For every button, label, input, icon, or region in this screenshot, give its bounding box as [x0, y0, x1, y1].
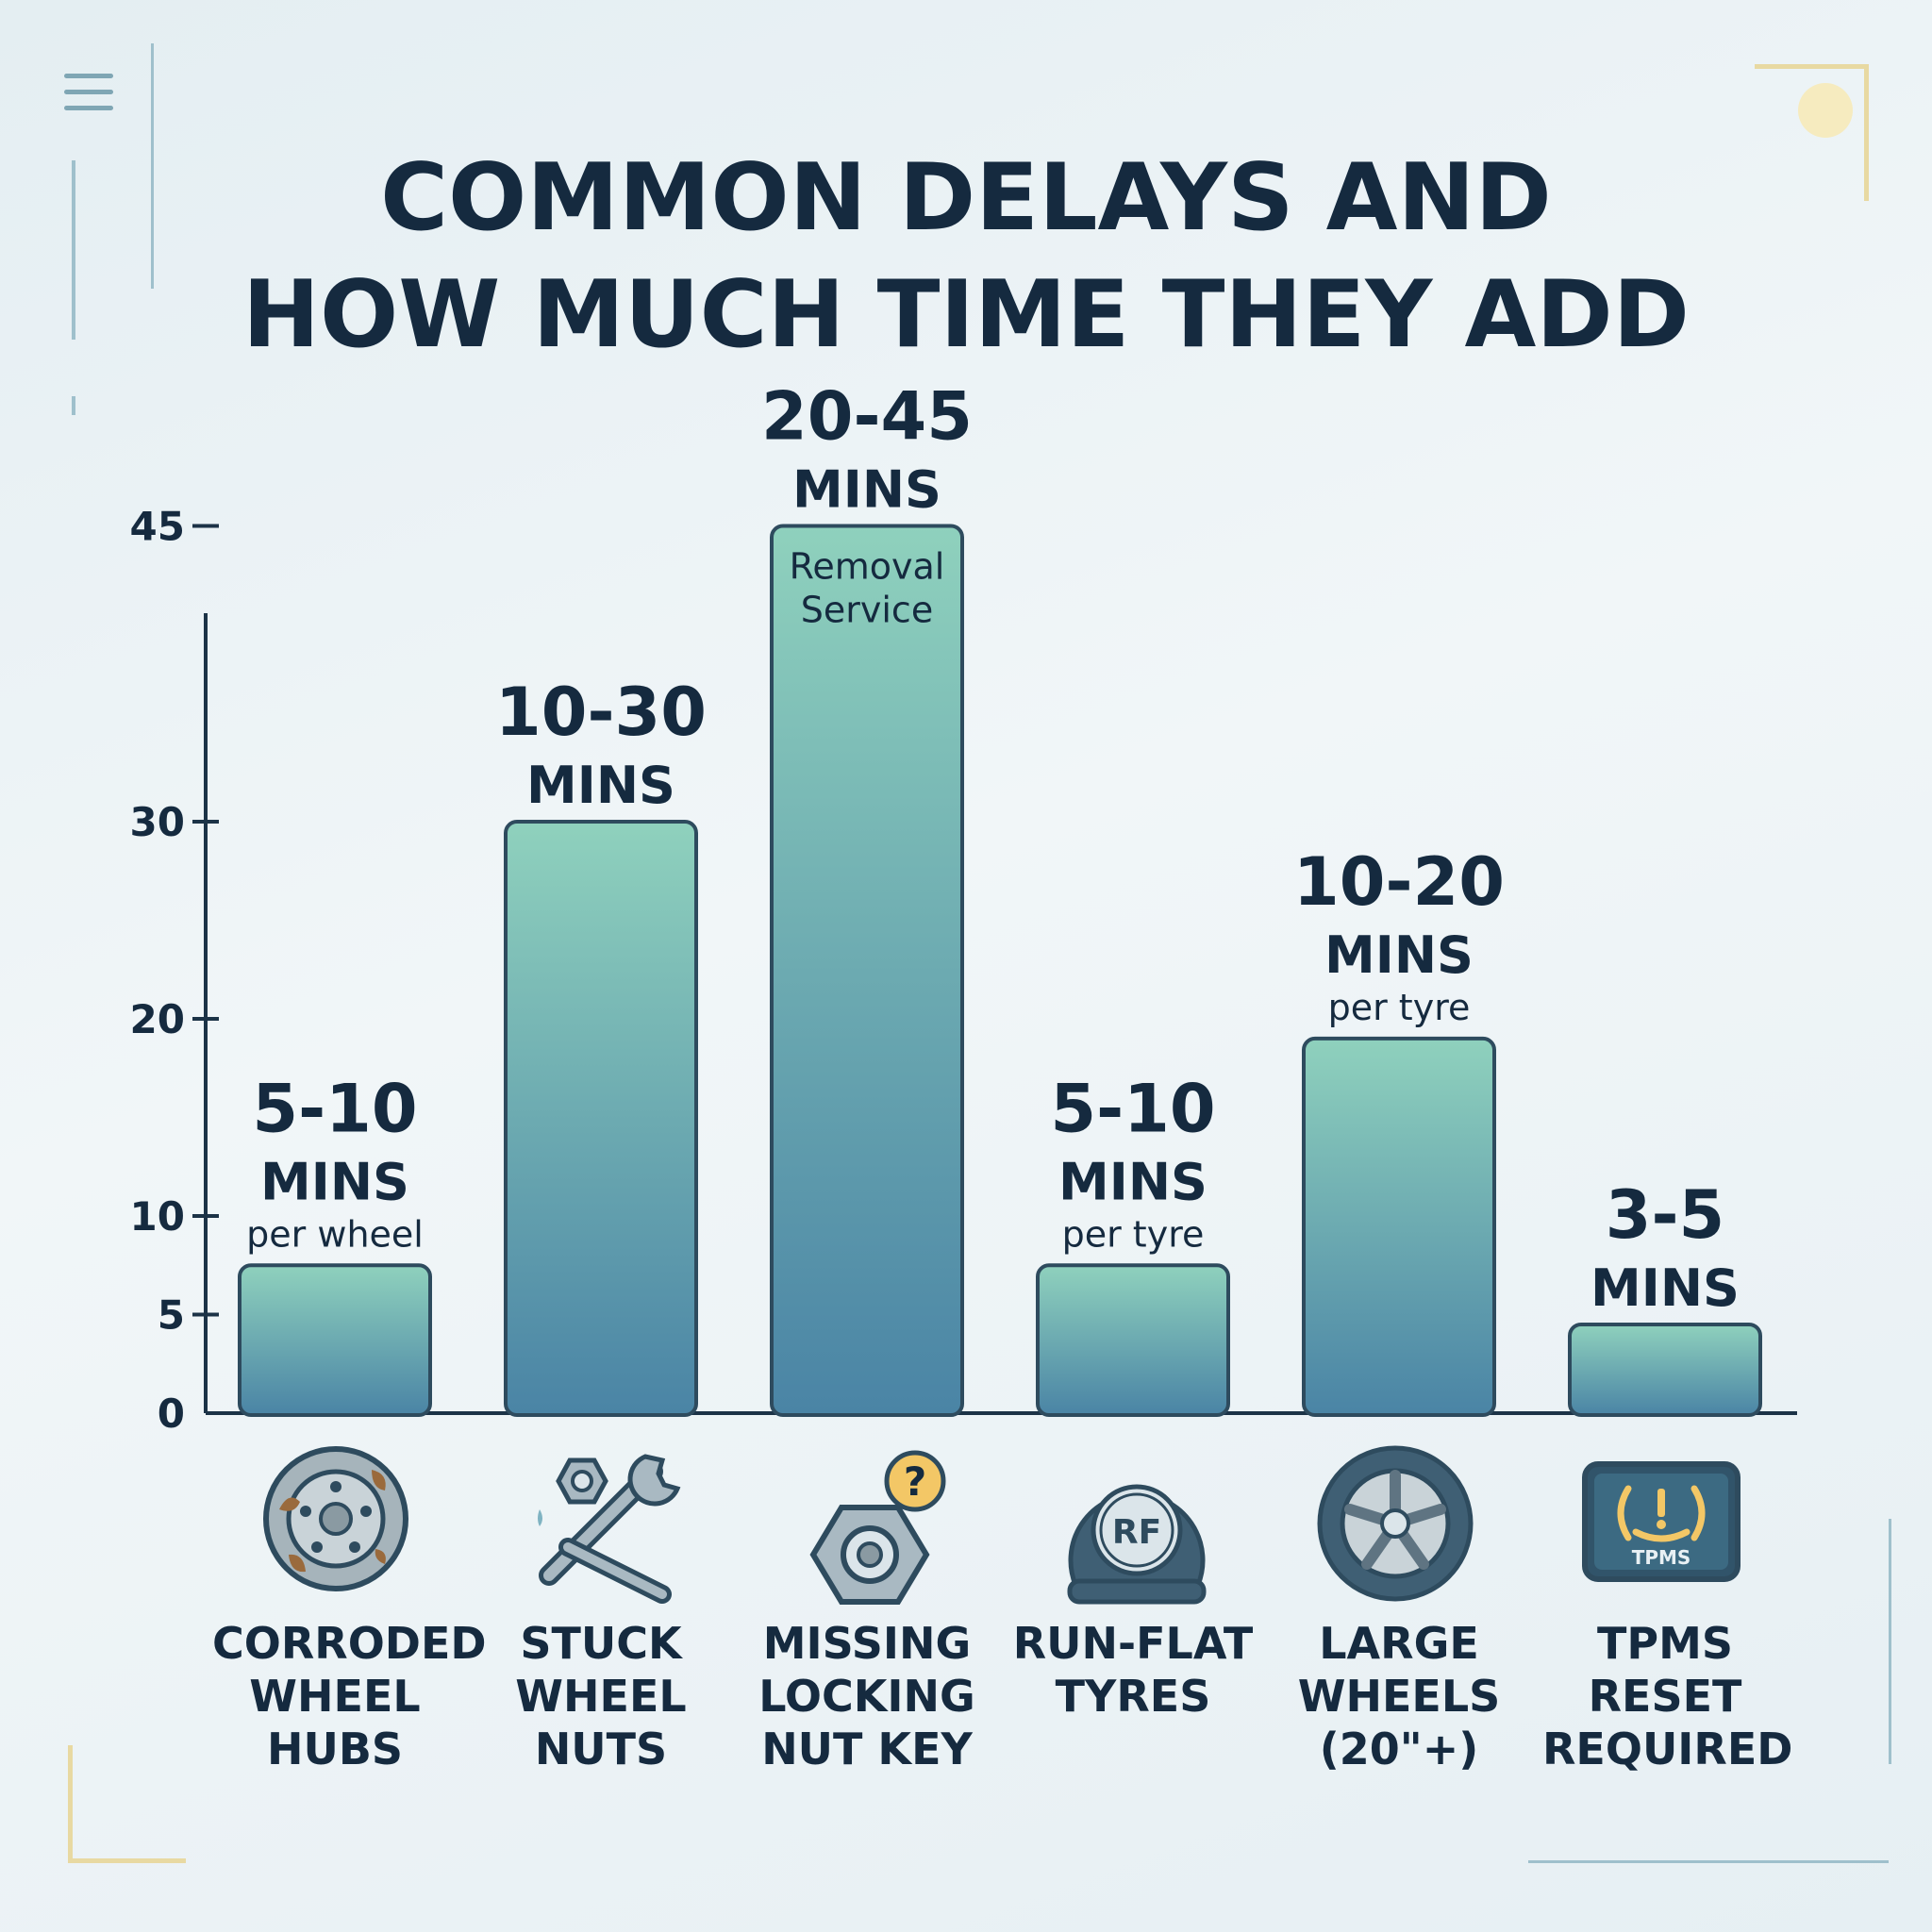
corroded-hub-icon: [263, 1446, 408, 1591]
category-label-line: LOCKING: [758, 1671, 975, 1722]
tpms-icon-label: TPMS: [1632, 1546, 1691, 1569]
category-label-line: WHEELS: [1297, 1671, 1501, 1722]
y-tick-label: 45: [130, 504, 185, 550]
bar-value-label: 5-10: [252, 1070, 417, 1147]
y-tick-label: 5: [158, 1292, 185, 1339]
bar: [238, 1263, 432, 1417]
bar-inner-note: Removal: [790, 546, 945, 588]
bar: [1036, 1263, 1230, 1417]
frame-left-line-top: [151, 43, 154, 289]
category-label-line: WHEEL: [249, 1671, 421, 1722]
y-tick-label: 10: [130, 1193, 185, 1240]
bar: [770, 524, 964, 1417]
bar-unit-label: MINS: [1324, 925, 1474, 985]
bar: [1568, 1322, 1762, 1417]
frame-corner-top-right: [1755, 64, 1869, 201]
category-label-line: STUCK: [520, 1618, 682, 1669]
frame-left-line-mid: [72, 160, 75, 340]
category-label-line: LARGE: [1319, 1618, 1479, 1669]
category-label-line: WHEEL: [515, 1671, 687, 1722]
menu-icon[interactable]: [64, 74, 113, 115]
run-flat-badge: RF: [1112, 1513, 1161, 1552]
category-label-line: RESET: [1588, 1671, 1742, 1722]
page-title-line-2: HOW MUCH TIME THEY ADD: [242, 261, 1690, 369]
category-label-line: CORRODED: [212, 1618, 487, 1669]
category-label: LARGE WHEELS (20"+): [1276, 1617, 1522, 1775]
bar-note: per tyre: [1328, 987, 1471, 1028]
category-label-line: TYRES: [1055, 1671, 1211, 1722]
bar-unit-label: MINS: [526, 756, 675, 815]
bar-unit-label: MINS: [1591, 1258, 1740, 1318]
category-label: CORRODED WHEEL HUBS: [212, 1617, 487, 1775]
bar-value-label: 20-45: [761, 378, 973, 456]
y-tick-label: 0: [158, 1391, 185, 1437]
category-label-line: TPMS: [1597, 1618, 1733, 1669]
category-label-line: (20"+): [1319, 1724, 1479, 1774]
category-label-line: RUN-FLAT: [1012, 1618, 1254, 1669]
frame-left-tick: [72, 396, 75, 415]
frame-right-line: [1889, 1519, 1891, 1764]
large-wheel-icon: [1317, 1445, 1474, 1602]
frame-corner-bottom-left: [68, 1745, 186, 1863]
decorative-circle: [1798, 83, 1853, 138]
category-label-line: HUBS: [266, 1724, 404, 1774]
wrench-nut-icon: [538, 1454, 681, 1604]
page-title: COMMON DELAYS AND HOW MUCH TIME THEY ADD: [0, 140, 1932, 374]
bar-unit-label: MINS: [792, 460, 941, 520]
question-mark: ?: [904, 1458, 926, 1505]
bar-value-label: 5-10: [1050, 1070, 1215, 1147]
bar: [1302, 1036, 1496, 1418]
category-label-line: NUTS: [534, 1724, 668, 1774]
bar-note: per tyre: [1062, 1213, 1205, 1255]
category-label-line: MISSING: [762, 1618, 972, 1669]
category-label: MISSING LOCKING NUT KEY: [744, 1617, 990, 1775]
category-label-line: NUT KEY: [761, 1724, 973, 1774]
bar-value-label: 10-30: [495, 674, 707, 751]
category-label: RUN-FLAT TYRES: [1010, 1617, 1256, 1723]
y-tick-label: 20: [130, 996, 185, 1042]
frame-bottom-line: [1528, 1860, 1889, 1863]
bar: [504, 820, 698, 1417]
bar-note: per wheel: [246, 1213, 424, 1255]
bar-unit-label: MINS: [260, 1152, 409, 1211]
category-label: STUCK WHEEL NUTS: [478, 1617, 724, 1775]
locking-nut-question-icon: ?: [809, 1450, 946, 1605]
bar-inner-note: Service: [801, 590, 933, 631]
run-flat-tyre-icon: RF: [1067, 1484, 1207, 1605]
category-label-line: REQUIRED: [1542, 1724, 1793, 1774]
y-tick-label: 30: [130, 799, 185, 845]
page-title-line-1: COMMON DELAYS AND: [380, 144, 1552, 252]
tpms-warning-icon: TPMS: [1582, 1461, 1740, 1582]
bar-value-label: 10-20: [1293, 843, 1505, 921]
category-label: TPMS RESET REQUIRED: [1542, 1617, 1793, 1775]
bar-unit-label: MINS: [1058, 1152, 1208, 1211]
bar-value-label: 3-5: [1606, 1176, 1724, 1254]
